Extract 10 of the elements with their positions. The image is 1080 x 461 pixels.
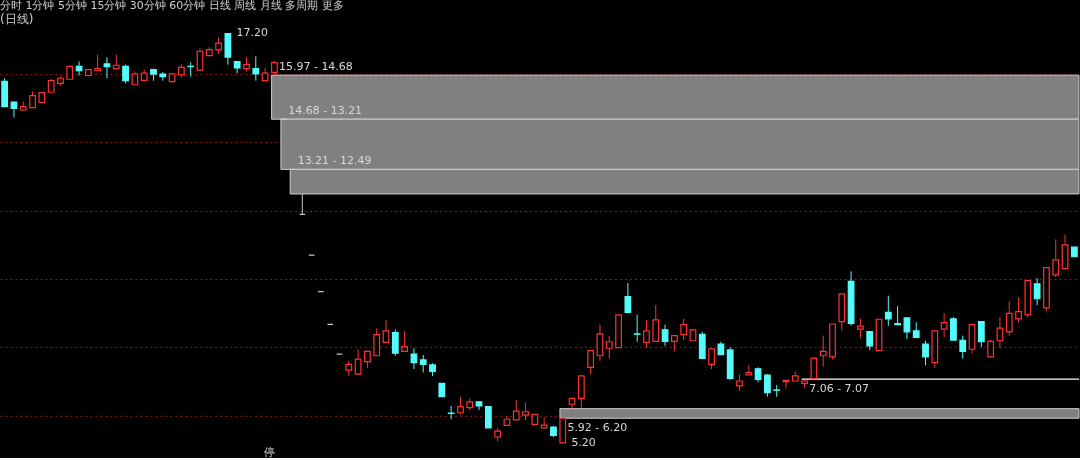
band-label: 15.97 - 14.68 bbox=[279, 60, 353, 74]
annotation: 5.20 bbox=[571, 435, 596, 449]
band-label: 7.06 - 7.07 bbox=[809, 382, 870, 396]
band-label: 14.68 - 13.21 bbox=[288, 104, 363, 118]
chart-subtitle: (日线) bbox=[0, 12, 34, 27]
text: 停 bbox=[264, 445, 276, 459]
band-label: 5.92 - 6.20 bbox=[567, 421, 628, 435]
chart-title: 分时 1分钟 5分钟 15分钟 30分钟 60分钟 日线 周线 月线 多周期 更多 bbox=[0, 0, 344, 13]
band-label: 13.21 - 12.49 bbox=[297, 154, 372, 168]
annotation: 17.20 bbox=[236, 26, 268, 40]
